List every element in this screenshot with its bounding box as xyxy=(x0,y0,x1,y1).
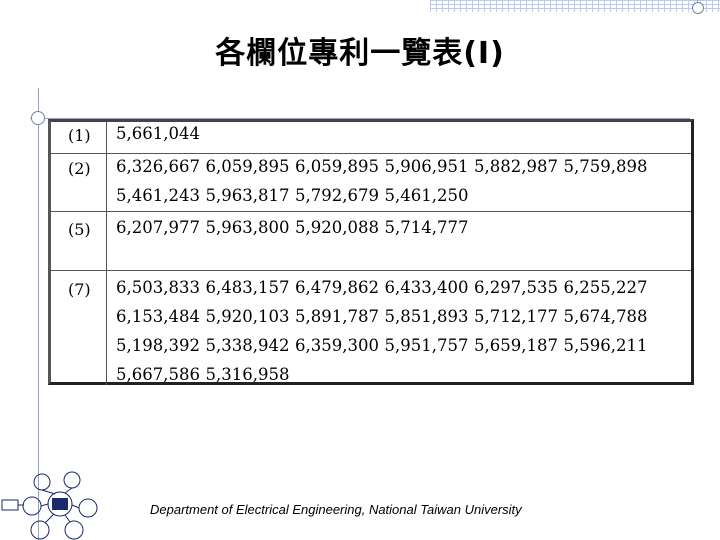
footer-text: Department of Electrical Engineering, Na… xyxy=(150,502,522,517)
value-line: 5,661,044 xyxy=(116,124,206,153)
top-rule xyxy=(30,118,690,119)
patent-number: 5,596,211 xyxy=(563,336,648,355)
header-grid-decoration xyxy=(430,0,720,12)
value-line: 6,326,667 6,059,895 6,059,895 5,906,951 5,88… xyxy=(116,157,653,186)
patent-table xyxy=(48,119,694,385)
patent-number: 5,963,817 xyxy=(205,186,290,205)
patent-number: 5,920,103 xyxy=(205,307,290,326)
patent-number: 6,255,227 xyxy=(563,278,648,297)
patent-number: 5,906,951 xyxy=(384,157,469,176)
patent-number: 6,059,895 xyxy=(205,157,290,176)
value-line: 6,207,977 5,963,800 5,920,088 5,714,777 xyxy=(116,218,474,247)
department-logo-icon xyxy=(1,471,98,540)
patent-number: 5,920,088 xyxy=(295,218,379,237)
patent-number: 6,297,535 xyxy=(474,278,558,297)
patent-number: 6,359,300 xyxy=(295,336,379,355)
patent-number: 5,316,958 xyxy=(205,365,290,384)
patent-number: 6,207,977 xyxy=(116,218,200,237)
row-separator xyxy=(51,153,691,154)
patent-number: 6,503,833 xyxy=(116,278,200,297)
patent-number: 6,479,862 xyxy=(295,278,379,297)
value-line: 5,667,586 5,316,958 xyxy=(116,365,653,394)
patent-number: 5,198,392 xyxy=(116,336,200,355)
row-separator xyxy=(51,270,691,271)
patent-number: 5,951,757 xyxy=(384,336,469,355)
patent-number: 6,433,400 xyxy=(384,278,469,297)
row-values: 5,661,044 xyxy=(116,124,206,153)
value-line: 6,153,484 5,920,103 5,891,787 5,851,893 5,71… xyxy=(116,307,653,336)
row-values: 6,503,833 6,483,157 6,479,862 6,433,400 6,29… xyxy=(116,278,653,394)
patent-number: 5,674,788 xyxy=(563,307,648,326)
patent-number: 5,891,787 xyxy=(295,307,379,326)
patent-number: 5,712,177 xyxy=(474,307,558,326)
patent-number: 6,153,484 xyxy=(116,307,200,326)
row-label: (1) xyxy=(68,126,91,145)
table-column-divider xyxy=(106,122,107,385)
value-line: 6,503,833 6,483,157 6,479,862 6,433,400 6,29… xyxy=(116,278,653,307)
patent-number: 5,661,044 xyxy=(116,124,200,143)
patent-number: 6,483,157 xyxy=(205,278,290,297)
row-label: (2) xyxy=(68,159,91,178)
patent-number: 5,851,893 xyxy=(384,307,469,326)
row-label: (5) xyxy=(68,220,91,239)
row-label: (7) xyxy=(68,280,91,299)
patent-number: 5,882,987 xyxy=(474,157,558,176)
value-line: 5,198,392 5,338,942 6,359,300 5,951,757 5,65… xyxy=(116,336,653,365)
patent-number: 5,963,800 xyxy=(205,218,290,237)
left-rule xyxy=(38,88,39,540)
patent-number: 5,461,250 xyxy=(384,186,469,205)
row-separator xyxy=(51,211,691,212)
patent-number: 5,792,679 xyxy=(295,186,379,205)
patent-number: 5,714,777 xyxy=(384,218,469,237)
row-values: 6,326,667 6,059,895 6,059,895 5,906,951 5,88… xyxy=(116,157,653,215)
rule-circle-mark xyxy=(31,111,45,125)
page-title: 各欄位專利一覽表(I) xyxy=(215,36,505,71)
patent-number: 6,326,667 xyxy=(116,157,200,176)
patent-number: 5,461,243 xyxy=(116,186,200,205)
corner-circle-mark xyxy=(692,2,704,14)
value-line: 5,461,243 5,963,817 5,792,679 5,461,250 xyxy=(116,186,653,215)
patent-number: 5,338,942 xyxy=(205,336,290,355)
patent-number: 5,759,898 xyxy=(563,157,648,176)
patent-number: 5,667,586 xyxy=(116,365,200,384)
row-values: 6,207,977 5,963,800 5,920,088 5,714,777 xyxy=(116,218,474,247)
patent-number: 5,659,187 xyxy=(474,336,558,355)
patent-number: 6,059,895 xyxy=(295,157,379,176)
